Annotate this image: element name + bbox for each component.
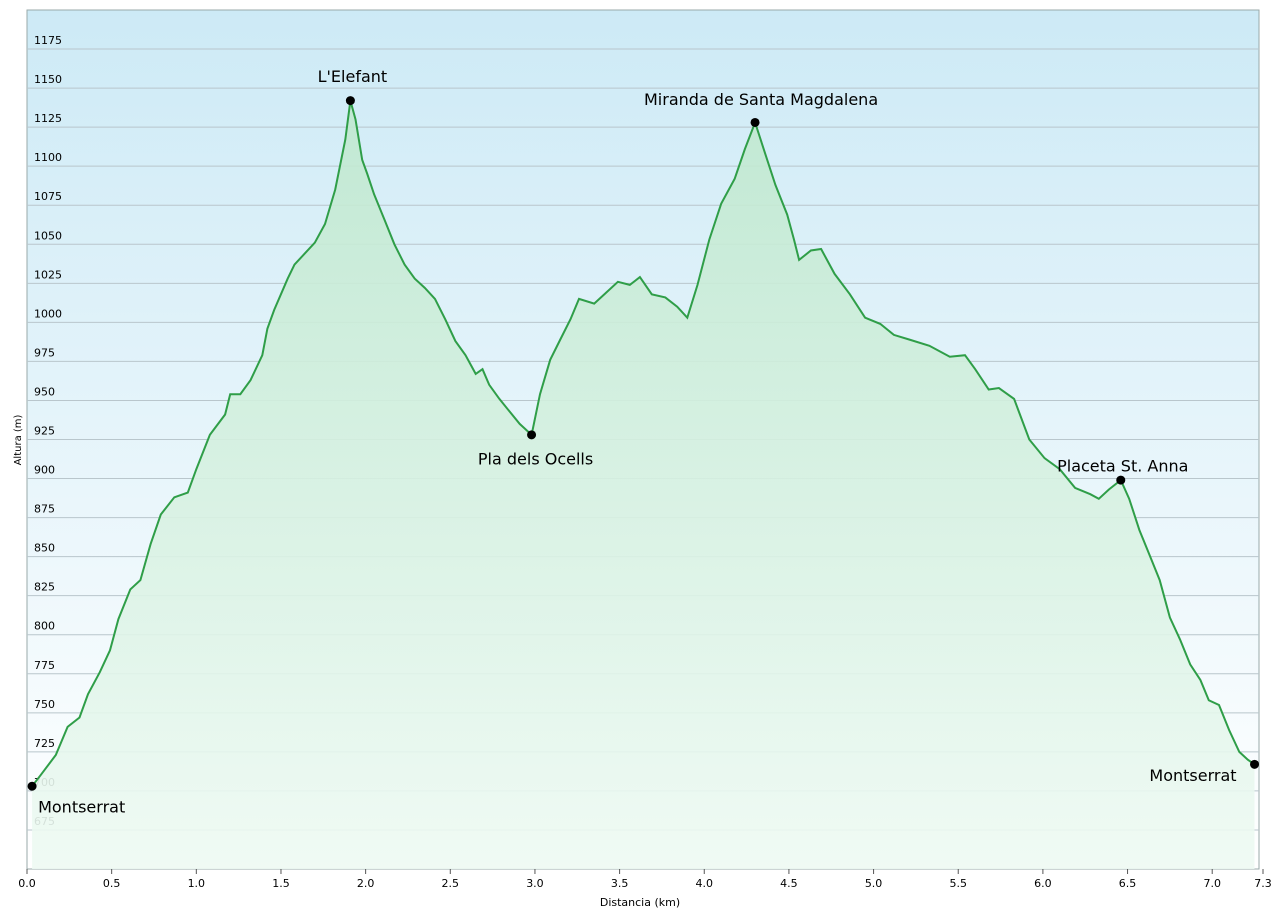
x-tick-label: 4.0	[696, 877, 714, 890]
y-axis-label: Altura (m)	[13, 414, 24, 465]
x-tick-label: 7.0	[1203, 877, 1221, 890]
y-tick-label: 1050	[34, 229, 62, 242]
y-tick-label: 750	[34, 698, 55, 711]
x-axis-label: Distancia (km)	[600, 896, 680, 909]
x-tick-label: 7.3	[1254, 877, 1272, 890]
y-tick-label: 1125	[34, 112, 62, 125]
y-tick-label: 900	[34, 464, 55, 477]
y-tick-label: 1025	[34, 268, 62, 281]
x-tick-label: 5.0	[865, 877, 883, 890]
x-tick-label: 5.5	[949, 877, 967, 890]
waypoint-label: L'Elefant	[318, 67, 388, 86]
x-tick-label: 1.5	[272, 877, 290, 890]
waypoint-label: Pla dels Ocells	[478, 449, 593, 468]
x-tick-label: 2.5	[442, 877, 460, 890]
waypoint	[1250, 759, 1260, 769]
y-tick-label: 1075	[34, 190, 62, 203]
x-tick-label: 0.5	[103, 877, 121, 890]
y-tick-label: 1000	[34, 307, 62, 320]
waypoint	[345, 96, 355, 106]
y-tick-label: 775	[34, 659, 55, 672]
x-tick-label: 3.0	[526, 877, 544, 890]
y-tick-label: 925	[34, 425, 55, 438]
x-tick-label: 6.0	[1034, 877, 1052, 890]
waypoint-label: Placeta St. Anna	[1057, 457, 1188, 476]
x-tick-label: 0.0	[18, 877, 36, 890]
y-tick-label: 825	[34, 581, 55, 594]
x-tick-label: 6.5	[1119, 877, 1137, 890]
waypoint-label: Montserrat	[38, 798, 125, 817]
waypoint	[1116, 475, 1126, 485]
area	[32, 100, 1255, 870]
y-tick-label: 1175	[34, 34, 62, 47]
y-tick-label: 725	[34, 737, 55, 750]
y-tick-label: 800	[34, 620, 55, 633]
y-tick-label: 1150	[34, 73, 62, 86]
x-tick-label: 2.0	[357, 877, 375, 890]
waypoint	[527, 430, 537, 440]
waypoint-label: Montserrat	[1149, 766, 1236, 785]
x-tick-label: 3.5	[611, 877, 629, 890]
waypoint	[27, 781, 37, 791]
y-tick-label: 1100	[34, 151, 62, 164]
line	[31, 100, 1256, 787]
y-tick-label: 850	[34, 542, 55, 555]
y-tick-label: 950	[34, 385, 55, 398]
waypoint	[750, 117, 760, 127]
x-tick-label: 4.5	[780, 877, 798, 890]
y-tick-label: 975	[34, 346, 55, 359]
x-tick-label: 1.0	[188, 877, 206, 890]
y-tick-label: 875	[34, 503, 55, 516]
waypoint-label: Miranda de Santa Magdalena	[644, 90, 878, 109]
